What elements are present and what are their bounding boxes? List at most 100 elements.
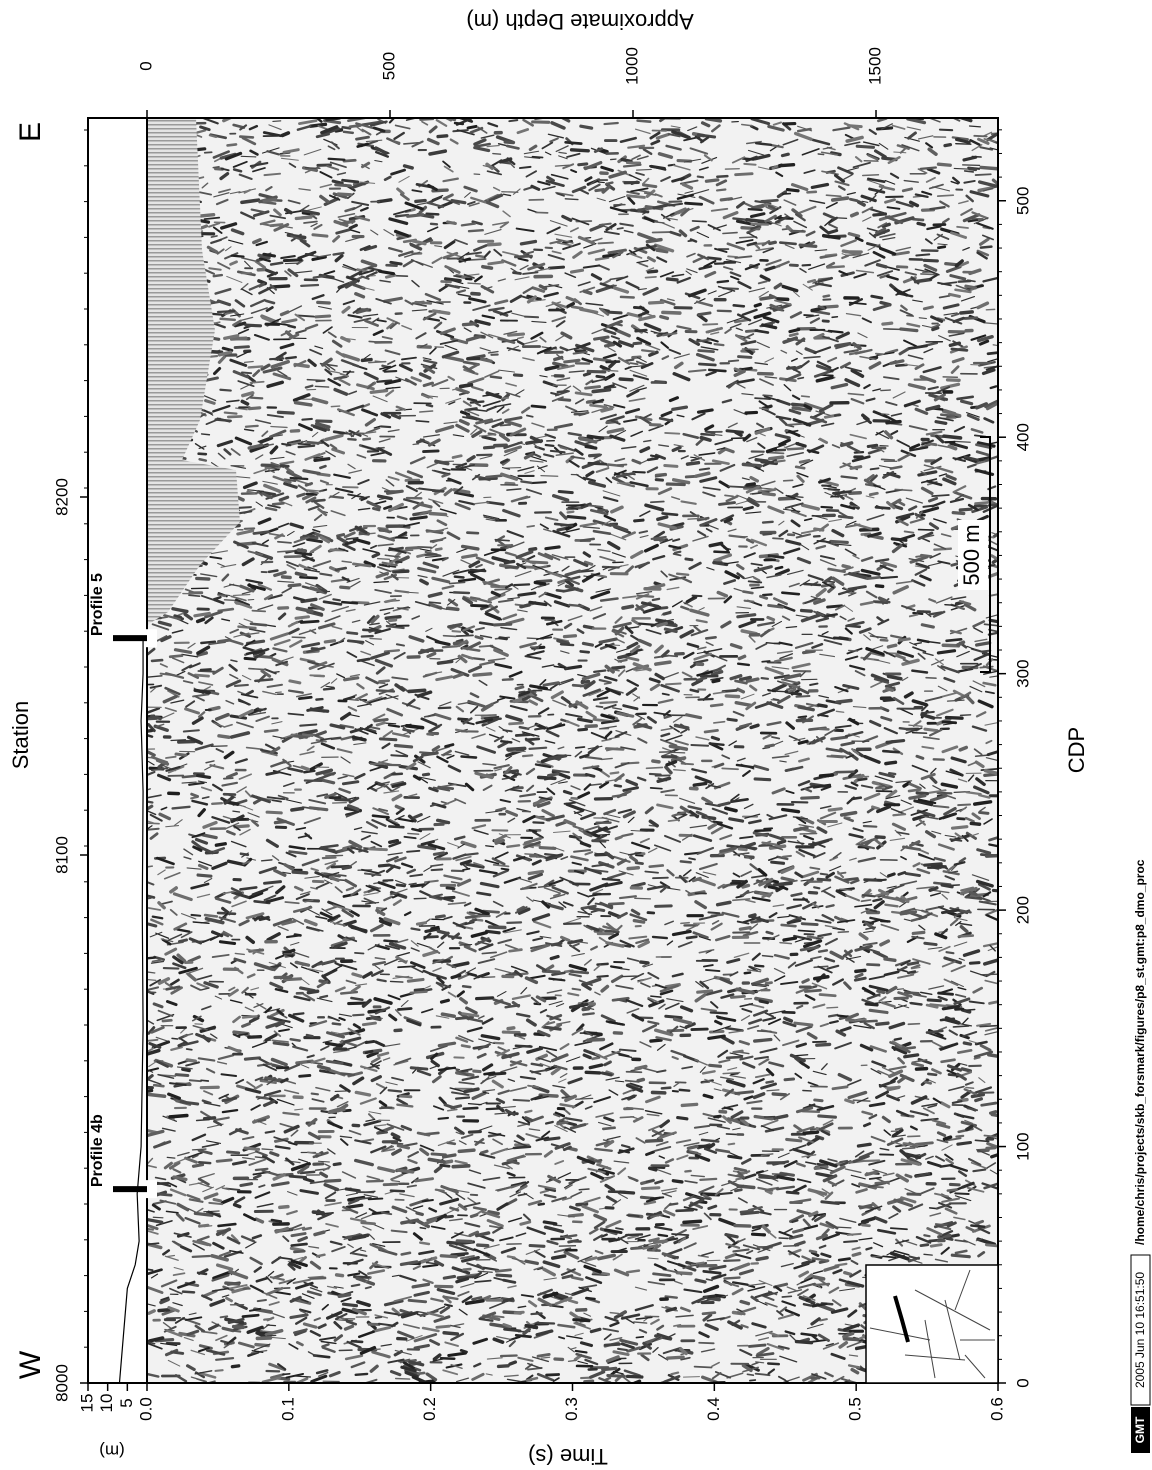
- wiggle: [830, 382, 849, 390]
- wiggle: [919, 1243, 930, 1248]
- wiggle: [911, 579, 926, 587]
- wiggle: [830, 196, 850, 202]
- wiggle: [544, 545, 561, 551]
- wiggle: [774, 565, 784, 570]
- wiggle: [695, 619, 708, 624]
- wiggle: [734, 172, 754, 177]
- wiggle: [698, 1131, 709, 1136]
- wiggle: [273, 1030, 282, 1037]
- wiggle: [229, 714, 248, 720]
- wiggle: [682, 1219, 703, 1225]
- wiggle: [395, 883, 407, 888]
- wiggle: [552, 361, 569, 369]
- wiggle: [458, 1140, 467, 1145]
- wiggle: [711, 807, 729, 815]
- wiggle: [958, 507, 973, 512]
- wiggle: [475, 254, 485, 259]
- wiggle: [600, 1014, 616, 1023]
- wiggle: [243, 360, 254, 363]
- wiggle: [433, 1165, 443, 1174]
- wiggle: [620, 1144, 631, 1149]
- wiggle: [938, 1026, 948, 1031]
- wiggle: [954, 1249, 968, 1255]
- wiggle: [975, 777, 986, 787]
- wiggle: [786, 447, 805, 451]
- wiggle: [874, 835, 886, 840]
- wiggle: [811, 982, 828, 990]
- wiggle: [643, 543, 659, 553]
- wiggle: [977, 1251, 986, 1258]
- wiggle: [469, 400, 485, 404]
- wiggle: [463, 185, 478, 193]
- wiggle: [607, 902, 625, 906]
- wiggle: [347, 390, 358, 395]
- wiggle: [931, 494, 950, 498]
- wiggle: [373, 581, 389, 584]
- wiggle: [553, 522, 574, 528]
- wiggle: [356, 454, 367, 459]
- wiggle: [583, 1379, 595, 1383]
- wiggle: [425, 403, 434, 408]
- wiggle: [496, 1364, 510, 1369]
- wiggle: [827, 822, 843, 828]
- wiggle: [664, 432, 681, 435]
- wiggle: [837, 185, 846, 191]
- wiggle: [569, 1347, 577, 1350]
- wiggle: [616, 227, 624, 230]
- wiggle: [967, 219, 979, 223]
- wiggle: [172, 892, 193, 902]
- wiggle: [847, 392, 865, 396]
- wiggle: [943, 806, 957, 816]
- wiggle: [832, 927, 845, 931]
- wiggle: [614, 616, 623, 624]
- wiggle: [618, 1190, 636, 1195]
- wiggle: [634, 328, 648, 333]
- wiggle: [235, 407, 248, 411]
- wiggle: [714, 1019, 723, 1026]
- wiggle: [465, 251, 482, 256]
- wiggle: [471, 1091, 487, 1101]
- wiggle: [408, 591, 419, 594]
- wiggle: [461, 985, 472, 989]
- wiggle: [819, 1318, 828, 1322]
- wiggle: [692, 781, 708, 787]
- wiggle: [367, 1269, 386, 1275]
- wiggle: [577, 727, 589, 732]
- wiggle: [818, 1244, 827, 1249]
- wiggle: [457, 1148, 476, 1154]
- wiggle: [946, 1188, 958, 1192]
- wiggle: [761, 593, 773, 597]
- wiggle: [396, 187, 405, 195]
- wiggle: [347, 463, 356, 470]
- wiggle: [779, 1355, 798, 1363]
- wiggle: [246, 973, 256, 979]
- wiggle: [506, 488, 522, 491]
- wiggle: [562, 789, 573, 796]
- wiggle: [668, 1202, 679, 1206]
- wiggle: [301, 1226, 313, 1231]
- wiggle: [715, 1148, 731, 1154]
- wiggle: [460, 755, 478, 759]
- wiggle: [706, 1296, 721, 1302]
- wiggle: [187, 955, 201, 963]
- wiggle: [597, 1253, 616, 1261]
- wiggle: [859, 1043, 874, 1052]
- wiggle: [831, 315, 839, 319]
- wiggle: [609, 533, 627, 541]
- wiggle: [950, 365, 960, 374]
- wiggle: [817, 703, 828, 709]
- wiggle: [978, 810, 990, 815]
- wiggle: [458, 1034, 474, 1043]
- wiggle: [738, 1268, 755, 1276]
- wiggle: [954, 494, 965, 501]
- wiggle: [582, 1012, 595, 1016]
- wiggle: [436, 134, 449, 139]
- wiggle: [506, 1378, 522, 1383]
- wiggle: [901, 1147, 916, 1150]
- wiggle: [502, 613, 518, 621]
- wiggle: [685, 460, 701, 466]
- wiggle: [723, 266, 734, 271]
- wiggle: [272, 372, 292, 381]
- wiggle: [330, 736, 342, 741]
- wiggle: [341, 178, 360, 184]
